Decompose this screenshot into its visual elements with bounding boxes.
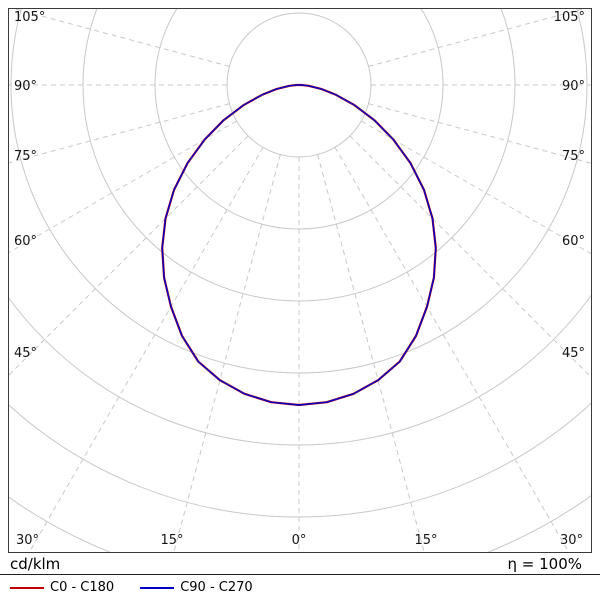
legend-item-c90-c270: C90 - C270 [140,580,253,596]
angle-tick-label: 45° [14,346,37,361]
grid-ring [8,402,591,518]
angle-tick-label: 45° [562,346,585,361]
angle-tick-label: 105° [14,10,45,25]
grid-radial-line [334,147,570,552]
grid-radial-line [349,135,591,378]
angle-tick-label: 105° [554,10,585,25]
grid-radial-line [173,154,281,552]
grid-radial-line [28,147,264,552]
footer-divider [0,574,600,575]
grid-radial-line [8,135,249,377]
angle-tick-label: 15° [160,533,183,548]
angle-tick-label: 90° [562,79,585,94]
grid-radial-line [317,154,425,552]
grid-radial-line [8,103,230,164]
legend: C0 - C180 C90 - C270 [10,580,253,596]
curve-c90-c270 [161,84,437,406]
grid-radial-line [8,120,237,254]
angle-tick-label: 60° [562,234,585,249]
c0-c180-line-icon [10,587,44,589]
angle-tick-label: 75° [562,149,585,164]
grid-radial-line [368,8,589,67]
angle-tick-label: 30° [16,533,39,548]
unit-label: cd/klm [10,555,61,573]
legend-label-c0-c180: C0 - C180 [50,580,115,595]
chart-footer: cd/klm η = 100% C0 - C180 C90 - C270 [0,552,600,600]
plot-frame [8,8,592,553]
angle-tick-label: 0° [292,533,307,548]
legend-label-c90-c270: C90 - C270 [180,580,253,595]
angle-tick-label: 30° [560,533,583,548]
angle-tick-label: 15° [414,533,437,548]
grid-radial-line [9,8,230,67]
grid-radial-line [368,103,591,164]
grid-ring [8,294,591,446]
grid-radial-line [361,120,591,255]
grid-ring [82,8,516,302]
angle-tick-label: 90° [14,79,37,94]
angle-tick-label: 60° [14,234,37,249]
legend-item-c0-c180: C0 - C180 [10,580,114,596]
angle-tick-label: 75° [14,149,37,164]
c90-c270-line-icon [140,587,175,589]
efficiency-label: η = 100% [507,555,583,573]
